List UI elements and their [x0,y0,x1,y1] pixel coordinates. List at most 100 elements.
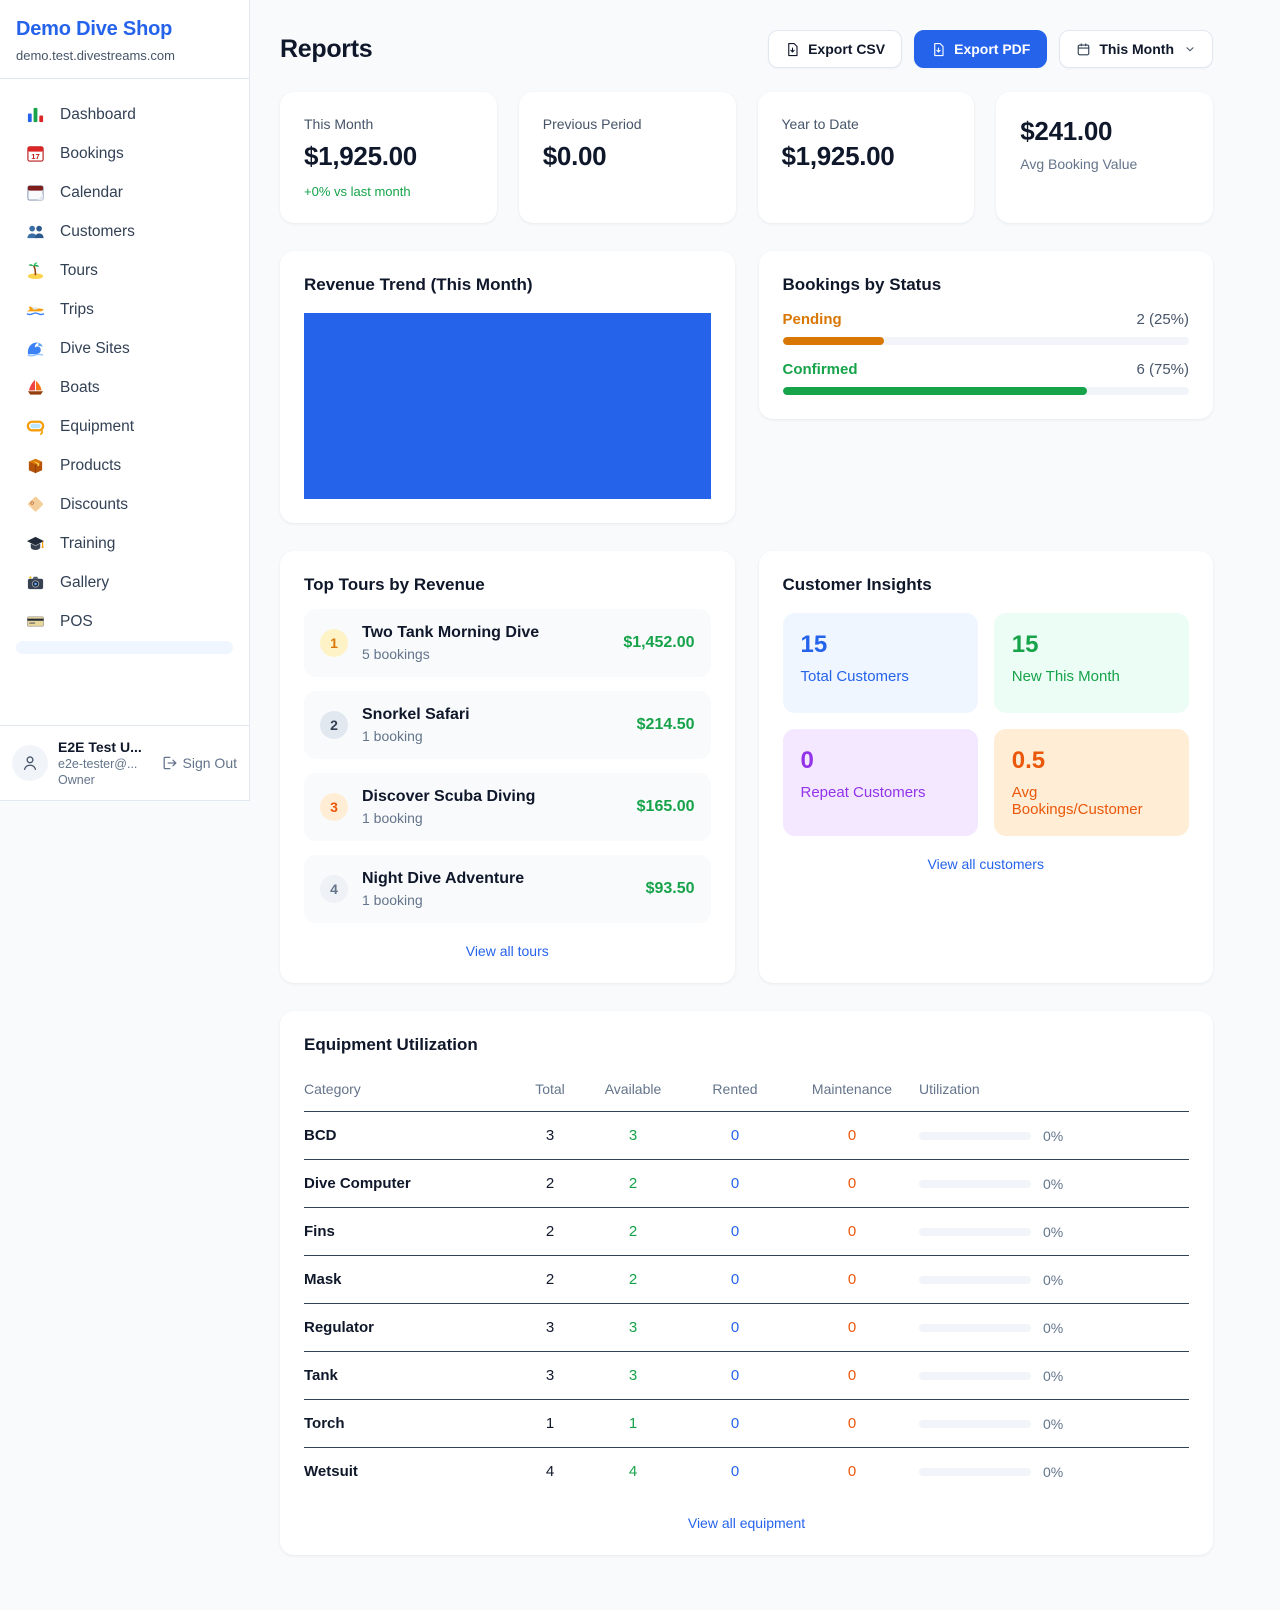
equipment-total: 2 [545,1271,555,1288]
sidebar-item-label: Equipment [60,417,135,435]
sidebar-item-label: Tours [60,261,98,279]
sidebar-item-dive-sites[interactable]: Dive Sites [8,329,241,368]
equipment-maintenance: 0 [847,1367,857,1384]
stat-value: $1,925.00 [781,141,895,171]
table-row: Torch 1 1 0 0 0% [304,1400,1189,1448]
tour-name: Night Dive Adventure [362,870,525,887]
sign-out-button[interactable]: Sign Out [161,755,237,771]
export-csv-label: Export CSV [808,41,886,57]
equipment-rented: 0 [730,1175,740,1192]
equipment-rented: 0 [730,1463,740,1480]
avatar [12,745,48,781]
sidebar-item-calendar[interactable]: Calendar [8,173,241,212]
revenue-trend-chart [304,313,711,499]
tour-revenue: $214.50 [636,716,695,733]
tour-bookings: 1 booking [362,728,423,744]
sidebar-item-discounts[interactable]: Discounts [8,485,241,524]
equipment-rented: 0 [730,1223,740,1240]
equipment-available: 3 [628,1367,638,1384]
equipment-category: Mask [304,1271,342,1288]
utilization-percent: 0% [1043,1271,1064,1288]
sidebar-item-boats[interactable]: Boats [8,368,241,407]
status-count: 6 (75%) [1136,361,1189,378]
rank-badge: 3 [320,793,348,821]
stat-label: Year to Date [781,116,859,132]
export-csv-button[interactable]: Export CSV [768,30,903,68]
graduation-cap-icon [26,534,45,553]
equipment-available: 2 [628,1271,638,1288]
header-actions: Export CSV Export PDF This Month [768,30,1213,68]
main-content: Reports Export CSV Export PDF This Month [250,0,1280,1585]
sidebar-item-label: Training [60,534,116,552]
equipment-utilization-cell: 0% [919,1176,1189,1192]
sidebar-item-customers[interactable]: Customers [8,212,241,251]
equipment-available: 4 [628,1463,638,1480]
sidebar-item-products[interactable]: Products [8,446,241,485]
sidebar-item-active-partial[interactable] [16,641,233,654]
tour-bookings: 1 booking [362,892,423,908]
user-footer: E2E Test U... e2e-tester@... Owner Sign … [0,725,249,800]
tour-revenue: $93.50 [645,880,695,897]
status-label: Confirmed [782,361,858,378]
stat-value: $0.00 [542,141,607,171]
sailboat-icon [26,378,45,397]
status-bar-fill [782,387,1088,395]
equipment-table: Category Total Available Rented Maintena… [304,1071,1189,1495]
island-icon [26,261,45,280]
status-row-confirmed: Confirmed 6 (75%) [782,361,1189,395]
sidebar-item-training[interactable]: Training [8,524,241,563]
equipment-category: Torch [304,1415,345,1432]
stat-label: Avg Booking Value [1020,156,1138,172]
sidebar-item-dashboard[interactable]: Dashboard [8,95,241,134]
sidebar-item-label: Gallery [60,573,110,591]
stat-value: $241.00 [1020,116,1113,146]
tour-revenue: $1,452.00 [623,634,695,651]
sidebar-item-trips[interactable]: Trips [8,290,241,329]
file-download-icon [934,42,944,56]
equipment-utilization-cell: 0% [919,1368,1189,1384]
column-header: Utilization [919,1081,980,1097]
sidebar-item-gallery[interactable]: Gallery [8,563,241,602]
table-row: Regulator 3 3 0 0 0% [304,1304,1189,1352]
equipment-utilization-cell: 0% [919,1272,1189,1288]
view-all-equipment-link[interactable]: View all equipment [687,1515,806,1531]
page-title: Reports [280,34,373,63]
equipment-category: Tank [304,1367,338,1384]
user-role: Owner [58,773,95,787]
sidebar-item-bookings[interactable]: 17 Bookings [8,134,241,173]
table-row: Dive Computer 2 2 0 0 0% [304,1160,1189,1208]
equipment-available: 1 [628,1415,638,1432]
status-bar-track [782,387,1189,395]
equipment-total: 2 [545,1223,555,1240]
export-pdf-button[interactable]: Export PDF [914,30,1048,68]
equipment-maintenance: 0 [847,1415,857,1432]
period-label: This Month [1099,41,1174,57]
insight-avg-bookings: 0.5 Avg Bookings/Customer [993,729,1189,836]
logout-icon [163,756,176,770]
sidebar-item-pos[interactable]: POS [8,602,241,641]
tour-revenue: $165.00 [636,798,695,815]
equipment-rented: 0 [730,1415,740,1432]
view-all-tours-link[interactable]: View all tours [465,943,549,959]
view-all-customers-link[interactable]: View all customers [927,856,1044,872]
sidebar-item-label: Calendar [60,183,123,201]
customer-insights-card: Customer Insights 15 Total Customers 15 … [758,551,1213,983]
stat-card-avg-booking-value: $241.00 Avg Booking Value [996,92,1213,223]
svg-text:17: 17 [31,152,39,161]
top-tours-title: Top Tours by Revenue [304,575,485,594]
stat-delta: +0% vs last month [304,184,411,199]
sidebar-item-tours[interactable]: Tours [8,251,241,290]
equipment-utilization-cell: 0% [919,1416,1189,1432]
utilization-bar [919,1227,1031,1236]
sidebar-item-equipment[interactable]: Equipment [8,407,241,446]
table-row: Wetsuit 4 4 0 0 0% [304,1448,1189,1495]
brand-name: Demo Dive Shop [16,18,173,40]
sidebar: Demo Dive Shop demo.test.divestreams.com… [0,0,250,1585]
tour-name: Two Tank Morning Dive [362,624,540,641]
customer-insights-title: Customer Insights [782,575,932,594]
period-dropdown[interactable]: This Month [1059,30,1213,68]
bar-chart-icon [26,105,45,124]
wave-icon [26,339,45,358]
stat-cards: This Month $1,925.00 +0% vs last month P… [280,92,1213,223]
sidebar-item-label: Bookings [60,144,124,162]
